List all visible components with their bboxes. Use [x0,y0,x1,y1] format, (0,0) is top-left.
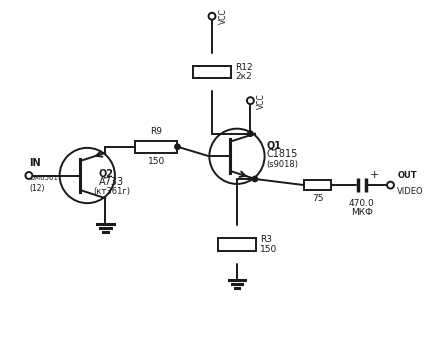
Text: 150: 150 [147,158,165,166]
Text: VCC: VCC [218,8,227,24]
Circle shape [25,172,32,179]
Text: 75: 75 [311,194,322,203]
Text: VCC: VCC [257,93,266,108]
Text: A733: A733 [98,177,123,187]
Text: (кт361г): (кт361г) [93,187,130,196]
Text: VIDEO: VIDEO [396,187,423,196]
Text: Q2: Q2 [98,168,114,179]
Text: R3: R3 [259,236,271,245]
Text: 2к2: 2к2 [234,72,251,81]
Text: МКФ: МКФ [350,208,372,217]
Text: Q1: Q1 [266,140,281,151]
Bar [304,180,330,191]
Text: IN: IN [29,158,40,168]
Text: (12): (12) [29,184,44,193]
Circle shape [247,131,252,136]
Text: (s9018): (s9018) [266,160,298,169]
Circle shape [252,176,257,182]
Text: 470.0: 470.0 [348,199,374,208]
Circle shape [208,13,215,20]
Bar [217,238,255,251]
Text: R9: R9 [150,127,162,136]
Text: +: + [369,171,379,180]
Text: UM6561: UM6561 [29,175,58,181]
Circle shape [59,148,115,203]
Bar [192,66,230,78]
Text: 150: 150 [259,245,276,254]
Bar [135,140,177,153]
Circle shape [209,129,264,184]
Text: OUT: OUT [396,172,416,180]
Circle shape [175,144,180,150]
Text: C1815: C1815 [266,150,297,159]
Circle shape [386,181,393,188]
Circle shape [246,97,253,104]
Text: R12: R12 [234,63,252,72]
